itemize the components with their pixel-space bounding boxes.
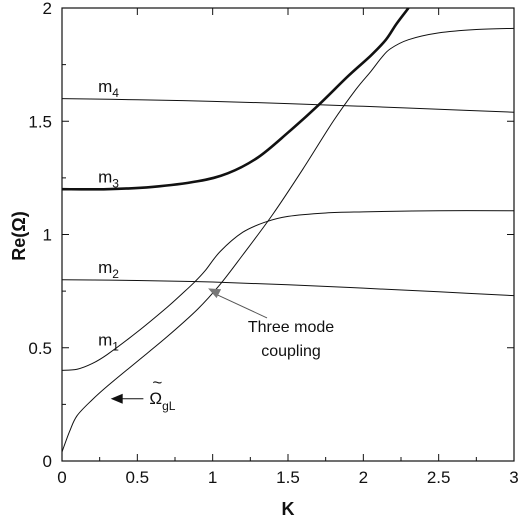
label-m4: m4 (98, 77, 119, 100)
x-tick-label: 1.5 (276, 468, 300, 487)
y-tick-label: 1.5 (28, 112, 52, 131)
label-m2: m2 (98, 258, 119, 281)
omega-arrowhead (110, 393, 123, 404)
omega-gl-label: ΩgL (149, 389, 175, 413)
x-tick-label: 1 (208, 468, 217, 487)
x-tick-label: 3 (509, 468, 518, 487)
plot-frame (61, 7, 515, 462)
three-mode-arrowhead (208, 288, 222, 299)
y-tick-label: 0.5 (28, 339, 52, 358)
label-m1: m1 (98, 330, 119, 353)
three-mode-label-line2: coupling (261, 343, 321, 360)
ticks (61, 7, 515, 462)
tick-labels: 0 0.5 1 1.5 2 2.5 3 0 0.5 1 1.5 2 (28, 0, 518, 487)
series-m2-line (62, 279, 514, 297)
x-tick-label: 2 (359, 468, 368, 487)
series-m4-line (62, 98, 514, 113)
x-axis-label: K (282, 499, 295, 519)
three-mode-label-line1: Three mode (248, 319, 334, 336)
x-tick-label: 0.5 (126, 468, 150, 487)
label-m3: m3 (98, 167, 119, 190)
series-m1-line (62, 210, 514, 371)
x-tick-label: 2.5 (427, 468, 451, 487)
y-tick-label: 2 (43, 0, 52, 18)
y-tick-label: 1 (43, 226, 52, 245)
annotation-layer: m4 m3 m2 m1 Three mode coupling ΩgL~ (98, 77, 334, 413)
three-mode-arrow-line (215, 293, 268, 319)
y-axis-label: Re(Ω) (9, 211, 29, 260)
series-m3-line (62, 8, 410, 191)
omega-tilde: ~ (152, 373, 162, 392)
y-tick-label: 0 (43, 452, 52, 471)
series-layer (62, 8, 514, 453)
series-omega_gL-line (62, 27, 514, 453)
x-tick-label: 0 (57, 468, 66, 487)
